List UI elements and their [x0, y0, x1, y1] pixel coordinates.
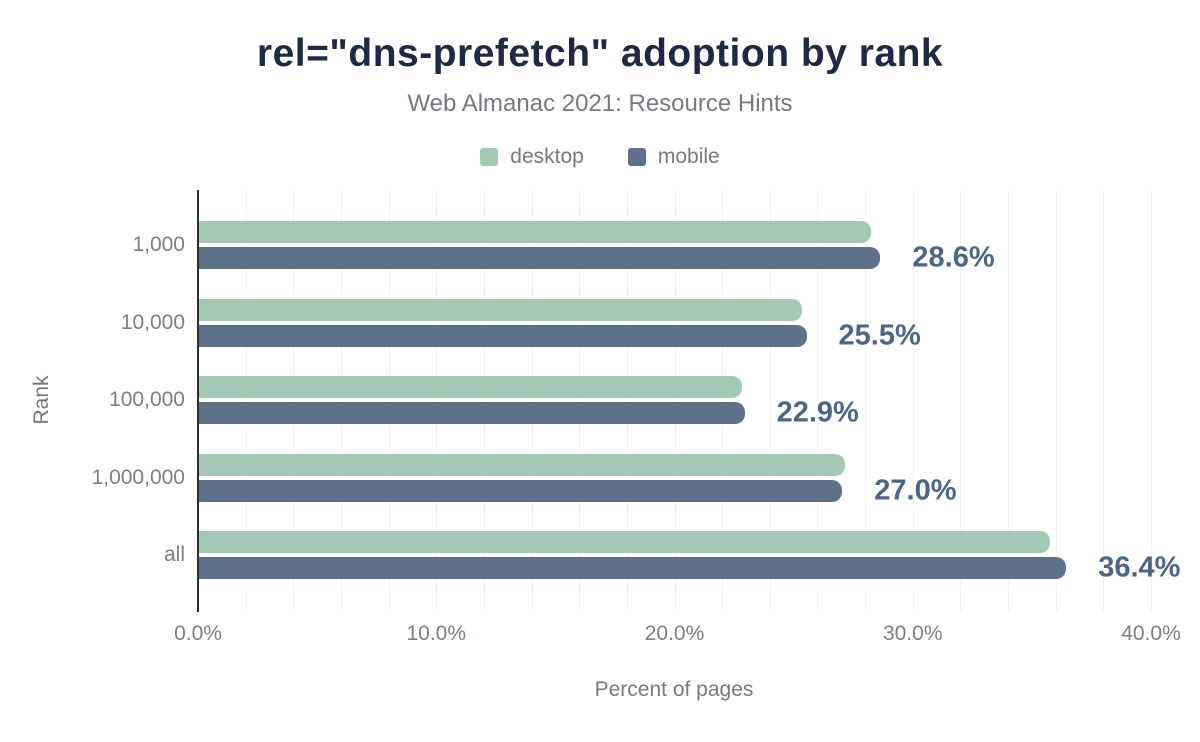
gridline	[1055, 190, 1057, 612]
bar-desktop-0[interactable]	[199, 221, 871, 243]
x-tick-label: 30.0%	[882, 622, 943, 645]
gridline	[674, 190, 676, 612]
x-tick-label: 10.0%	[406, 622, 467, 645]
bar-mobile-3[interactable]	[199, 479, 843, 502]
gridline	[483, 190, 485, 612]
y-axis-line	[197, 190, 199, 612]
category-label: all	[163, 543, 185, 566]
gridline	[1103, 190, 1105, 612]
chart-title: rel="dns-prefetch" adoption by rank	[256, 32, 944, 75]
gridline	[245, 190, 247, 612]
gridline	[817, 190, 819, 612]
data-label: 27.0%	[874, 474, 957, 506]
gridline	[436, 190, 438, 612]
data-label: 36.4%	[1098, 551, 1181, 584]
gridline	[912, 190, 914, 612]
y-axis-title: Rank	[30, 375, 53, 425]
x-tick-label: 0.0%	[174, 622, 222, 645]
x-axis-title: Percent of pages	[594, 678, 754, 701]
x-tick-label: 20.0%	[644, 622, 705, 645]
gridline	[531, 190, 533, 612]
category-label: 100,000	[109, 388, 185, 411]
bar-mobile-4[interactable]	[199, 557, 1067, 579]
bar-mobile-1[interactable]	[199, 324, 807, 347]
gridline	[769, 190, 771, 612]
gridline	[960, 190, 962, 612]
mobile-swatch-icon	[627, 148, 646, 166]
category-label: 1,000,000	[91, 465, 185, 489]
bar-desktop-1[interactable]	[199, 298, 802, 321]
gridline	[340, 190, 342, 612]
gridline	[1008, 190, 1010, 612]
legend: desktop mobile	[0, 145, 1200, 169]
gridline	[865, 190, 867, 612]
category-label: 1,000	[132, 233, 185, 256]
category-label: 10,000	[120, 310, 185, 334]
bar-desktop-3[interactable]	[199, 453, 845, 476]
data-label: 25.5%	[838, 319, 921, 351]
x-tick-label: 40.0%	[1121, 622, 1181, 645]
gridline	[388, 190, 390, 612]
bar-desktop-2[interactable]	[199, 376, 743, 398]
bar-mobile-0[interactable]	[199, 247, 881, 269]
legend-item-desktop[interactable]: desktop	[480, 145, 584, 169]
data-label: 28.6%	[912, 241, 995, 274]
legend-item-mobile[interactable]: mobile	[627, 145, 720, 169]
gridline	[293, 190, 295, 612]
gridline	[579, 190, 581, 612]
bar-mobile-2[interactable]	[199, 402, 745, 424]
gridline	[722, 190, 724, 612]
gridline	[626, 190, 628, 612]
bar-desktop-4[interactable]	[199, 531, 1050, 553]
gridline	[1151, 190, 1152, 612]
desktop-swatch-icon	[480, 148, 499, 166]
data-label: 22.9%	[776, 396, 859, 429]
legend-label-mobile: mobile	[657, 145, 720, 168]
chart-subtitle: Web Almanac 2021: Resource Hints	[407, 90, 793, 117]
legend-label-desktop: desktop	[510, 145, 584, 168]
